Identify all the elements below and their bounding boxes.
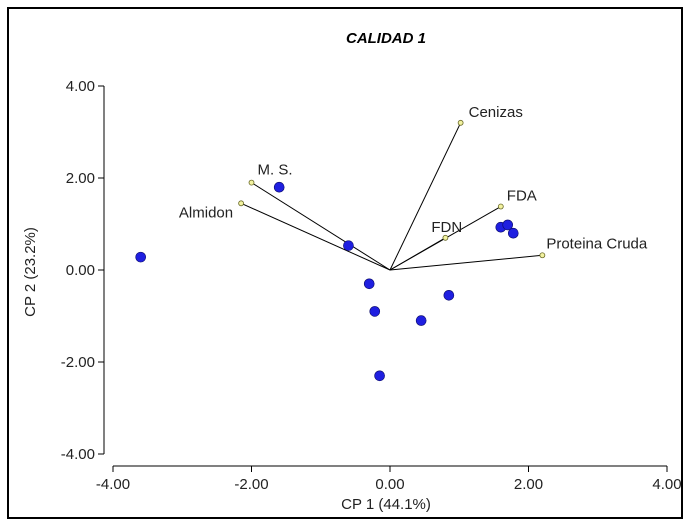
loading-vector — [251, 182, 391, 271]
data-point — [343, 240, 354, 251]
vector-tip-marker — [497, 203, 504, 210]
vector-label: Cenizas — [469, 104, 523, 121]
data-point — [374, 370, 385, 382]
x-tick-label: -4.00 — [96, 476, 130, 493]
x-tick-label: -2.00 — [234, 476, 268, 493]
x-tick-label: 4.00 — [652, 476, 681, 493]
data-point — [273, 181, 285, 193]
data-point — [369, 306, 381, 317]
vector-label: M. S. — [258, 162, 293, 179]
loading-vector — [389, 237, 446, 271]
vector-tip-marker — [442, 234, 449, 241]
loading-vector — [389, 122, 462, 271]
data-point — [507, 227, 519, 239]
vector-label: FDA — [507, 188, 537, 205]
x-tick-label: 2.00 — [514, 476, 543, 493]
vector-label: Proteina Cruda — [546, 235, 648, 252]
y-tick-label: 2.00 — [66, 170, 95, 187]
y-tick-label: 4.00 — [66, 78, 95, 95]
vector-tip-marker — [238, 200, 245, 207]
y-tick-label: 0.00 — [66, 262, 95, 279]
loading-vector — [389, 254, 543, 271]
vector-tip-marker — [248, 179, 255, 186]
loading-vector — [240, 202, 391, 271]
chart-title: CALIDAD 1 — [346, 30, 426, 47]
vector-label: FDN — [431, 219, 462, 236]
y-tick-label: -4.00 — [61, 446, 95, 463]
data-point — [135, 251, 146, 263]
vector-tip-marker — [539, 252, 546, 259]
data-point — [363, 278, 375, 290]
vector-tip-marker — [457, 119, 464, 126]
x-tick-label: 0.00 — [375, 476, 404, 493]
biplot-chart: CALIDAD 1 -4.00 -2.00 0.00 2.00 4.00 4.00 2.00… — [22, 30, 681, 513]
data-point — [502, 219, 514, 231]
y-tick-label: -2.00 — [61, 354, 95, 371]
x-axis-label: CP 1 (44.1%) — [341, 496, 431, 513]
data-point — [443, 289, 455, 301]
vector-label: Almidon — [179, 204, 233, 221]
y-axis-label: CP 2 (23.2%) — [22, 227, 39, 317]
chart-frame: CALIDAD 1 -4.00 -2.00 0.00 2.00 4.00 4.00 2.00… — [7, 7, 683, 519]
data-point — [415, 315, 427, 326]
